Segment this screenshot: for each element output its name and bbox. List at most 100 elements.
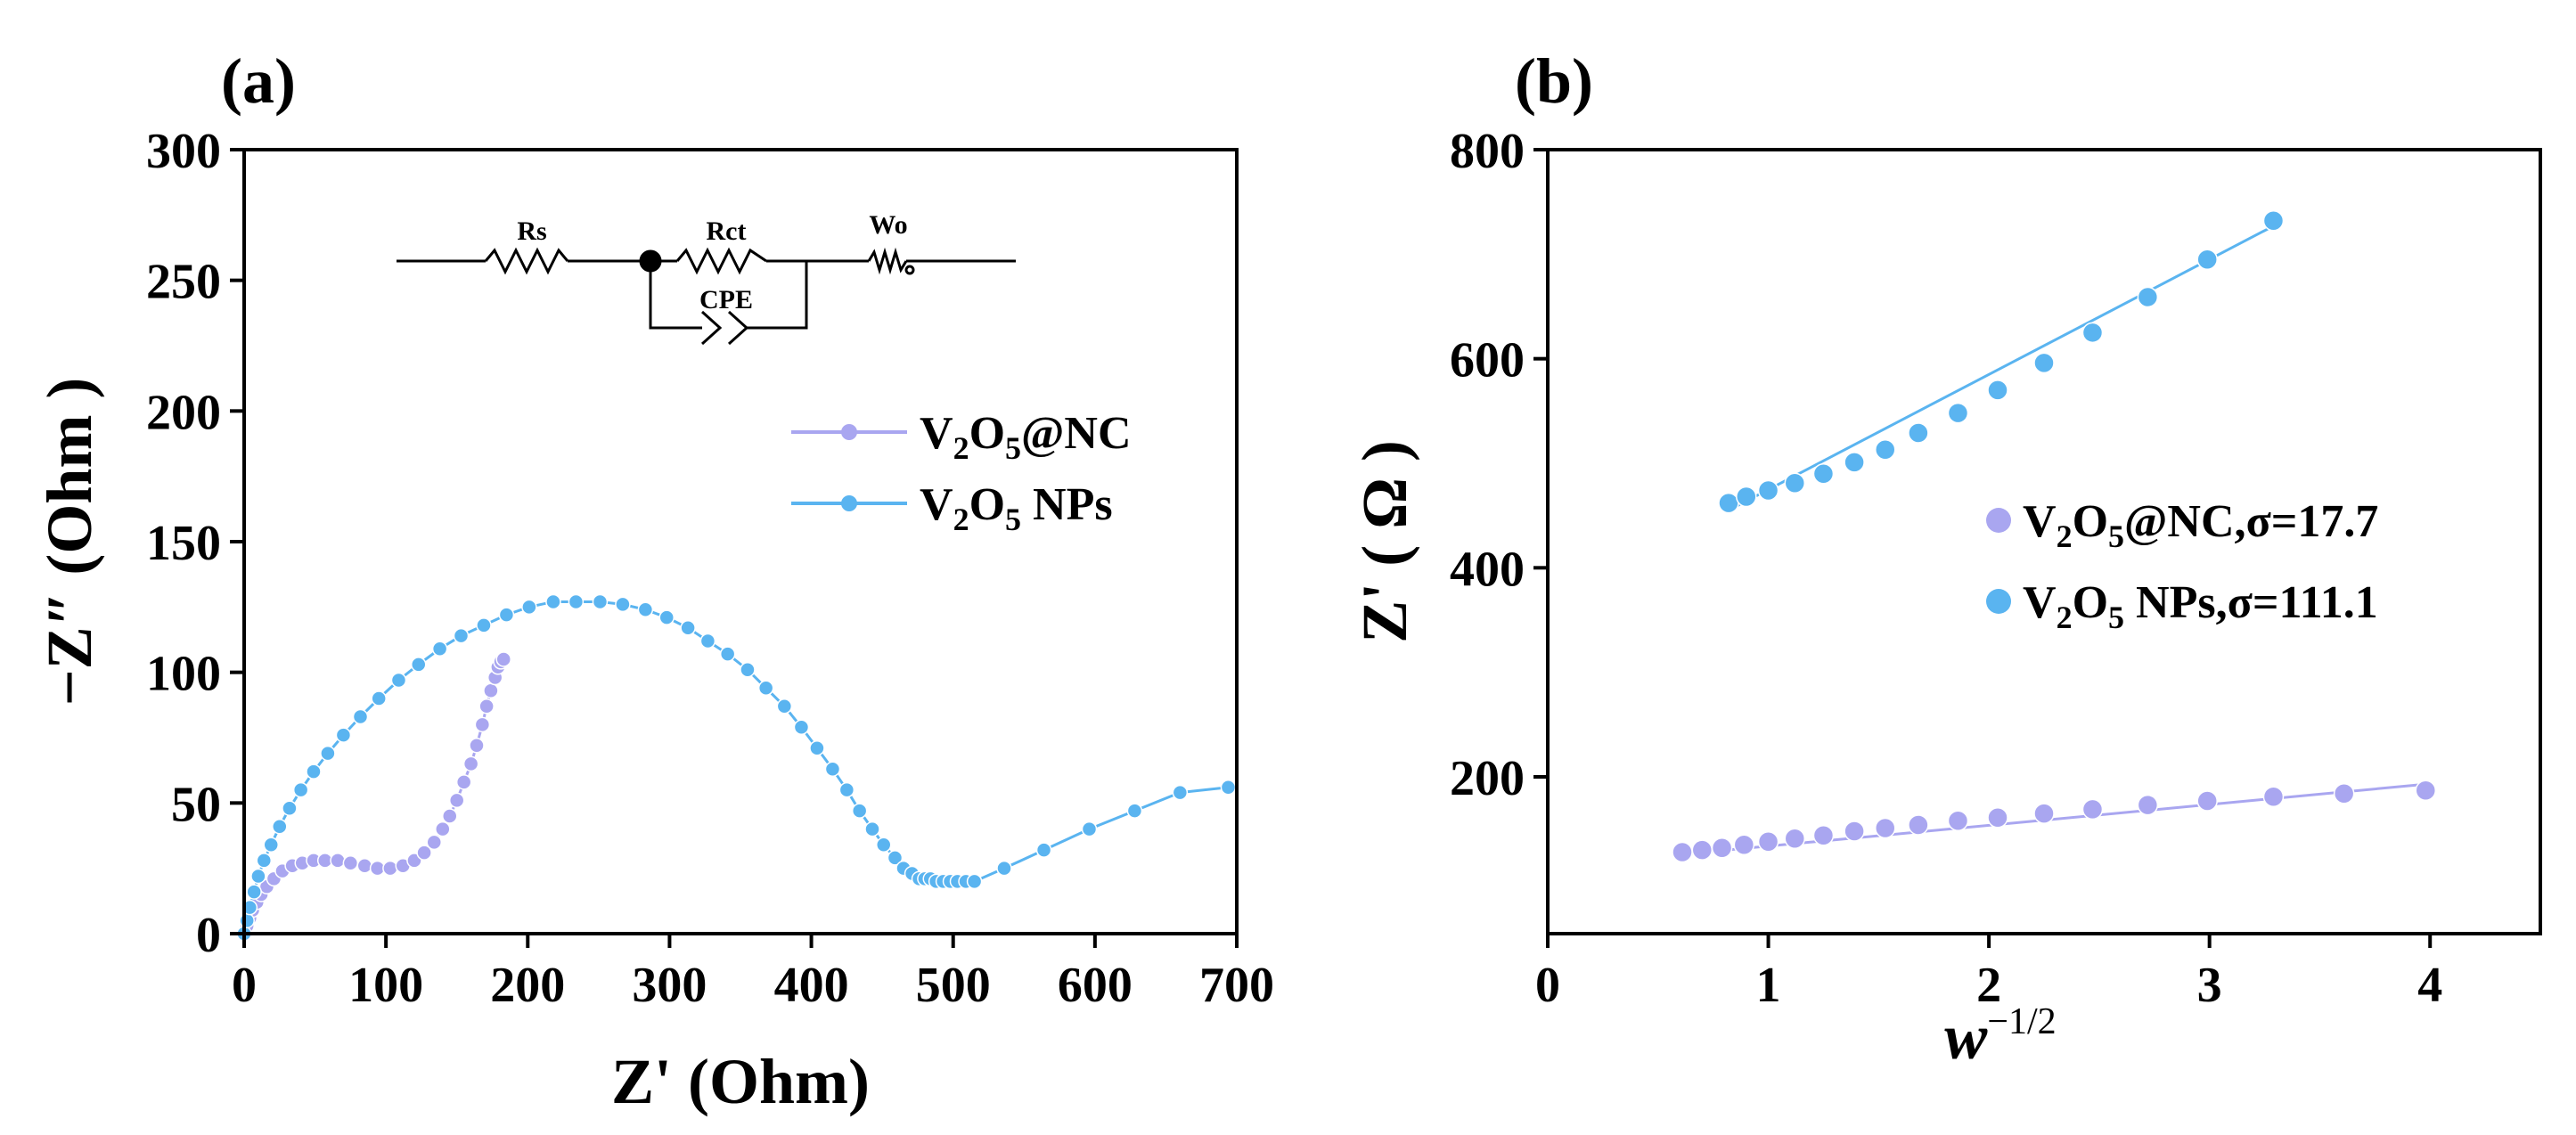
rs-label: Rs xyxy=(517,216,546,246)
data-point xyxy=(658,609,675,625)
data-point xyxy=(410,657,427,673)
data-point xyxy=(2262,786,2285,808)
data-point xyxy=(453,627,470,644)
data-point xyxy=(495,651,511,667)
data-point xyxy=(824,761,841,777)
data-point xyxy=(2081,322,2104,344)
panel-b-x-axis-title: w−1/2 xyxy=(1944,1001,2056,1073)
data-point xyxy=(1844,821,1865,842)
data-point xyxy=(292,781,309,798)
data-point xyxy=(335,727,352,743)
y-tick-label: 0 xyxy=(196,908,221,963)
data-point xyxy=(875,837,892,853)
data-point xyxy=(1908,422,1929,444)
data-point xyxy=(2081,798,2104,821)
data-point xyxy=(256,853,273,869)
equivalent-circuit xyxy=(397,247,1016,346)
data-point xyxy=(272,818,288,835)
panel-b-legend: V2O5@NC,σ=17.7 V2O5 NPs,σ=111.1 xyxy=(1986,496,2378,635)
data-point xyxy=(435,821,451,837)
panel-a-y-axis-title: −Z″ (Ohm ) xyxy=(34,378,105,706)
data-point xyxy=(2196,790,2218,812)
data-point xyxy=(809,739,825,756)
data-point xyxy=(1672,841,1693,863)
data-point xyxy=(342,855,359,871)
data-point xyxy=(2137,794,2159,816)
x-tick-label: 500 xyxy=(916,958,991,1013)
data-point xyxy=(838,781,855,798)
data-point xyxy=(469,738,485,754)
circuit-wire xyxy=(747,261,808,330)
cpe-symbol xyxy=(727,310,749,346)
series-line-1 xyxy=(242,600,1229,935)
data-point xyxy=(1784,828,1806,849)
data-point xyxy=(1947,402,1969,424)
x-tick-label: 1 xyxy=(1756,958,1781,1013)
data-point xyxy=(615,596,631,613)
wo-warburg-symbol xyxy=(867,247,908,275)
data-point xyxy=(1812,462,1835,485)
data-point xyxy=(719,646,736,662)
legend-marker-v2o5-nc xyxy=(841,424,857,440)
wo-terminal xyxy=(904,265,915,275)
data-point xyxy=(1126,803,1143,819)
legend-label-v2o5-nc: V2O5@NC xyxy=(920,408,1132,466)
y-tick-label: 600 xyxy=(1450,333,1525,388)
x-tick-label: 3 xyxy=(2197,958,2222,1013)
circuit-wire xyxy=(649,261,702,330)
data-point xyxy=(431,641,448,657)
panel-b-y-axis-title: Z' ( Ω ) xyxy=(1349,440,1420,643)
data-point xyxy=(282,800,298,816)
panel-a-marks xyxy=(236,593,1237,942)
data-point xyxy=(2415,780,2437,802)
data-point xyxy=(966,873,983,890)
data-point xyxy=(2033,352,2055,374)
x-tick-label: 700 xyxy=(1199,958,1274,1013)
x-tick-label: 300 xyxy=(632,958,707,1013)
x-tick-label: 0 xyxy=(1535,958,1560,1013)
data-point xyxy=(263,837,279,853)
rct-label: Rct xyxy=(707,216,747,246)
data-point xyxy=(1172,784,1189,801)
data-point xyxy=(1220,779,1237,796)
data-point xyxy=(1987,380,2008,401)
legend-marker-v2o5-nc-sigma xyxy=(1986,508,2011,533)
data-point xyxy=(699,633,716,649)
data-point xyxy=(637,601,654,618)
data-point xyxy=(330,853,346,869)
data-point xyxy=(478,698,495,714)
data-point xyxy=(2333,783,2355,804)
data-point xyxy=(320,745,336,762)
y-tick-label: 150 xyxy=(146,516,221,571)
fit-line-0 xyxy=(1681,782,2426,856)
data-point xyxy=(371,690,387,706)
x-tick-label: 0 xyxy=(232,958,257,1013)
data-point xyxy=(448,792,465,809)
data-point xyxy=(1691,839,1713,861)
data-point xyxy=(246,884,262,900)
y-tick-label: 200 xyxy=(1450,751,1525,806)
data-point xyxy=(1784,472,1806,494)
panel-b-label: (b) xyxy=(1515,45,1593,117)
data-point xyxy=(416,845,432,861)
data-point xyxy=(1718,492,1739,514)
legend-marker-v2o5-nps-sigma xyxy=(1986,589,2011,614)
data-point xyxy=(1736,486,1757,508)
data-point xyxy=(2262,210,2285,232)
data-point xyxy=(1987,807,2008,829)
data-point xyxy=(996,860,1012,877)
data-point xyxy=(1812,824,1835,846)
legend-label-v2o5-nc-sigma: V2O5@NC,σ=17.7 xyxy=(2023,496,2378,554)
x-tick-label: 4 xyxy=(2417,958,2442,1013)
data-point xyxy=(1757,479,1779,502)
wo-label: Wo xyxy=(869,210,907,240)
panel-b-frame xyxy=(1546,148,2542,935)
x-tick-label: 400 xyxy=(774,958,849,1013)
data-point xyxy=(1733,834,1755,856)
rct-resistor-symbol xyxy=(675,247,767,275)
cpe-label: CPE xyxy=(699,285,753,314)
data-point xyxy=(2033,803,2055,824)
data-point xyxy=(568,593,585,610)
data-point xyxy=(483,682,499,698)
